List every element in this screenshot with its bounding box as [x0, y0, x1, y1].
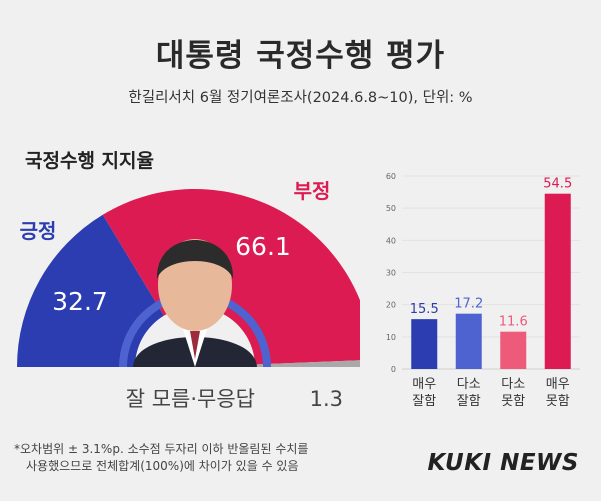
bar-category-label: 잘함 [412, 394, 436, 409]
gauge-slice-positive [17, 214, 164, 367]
gauge-label-positive: 긍정 [20, 219, 57, 243]
page-subtitle: 한길리서치 6월 정기여론조사(2024.6.8~10), 단위: % [128, 90, 473, 106]
gauge-chart-title: 국정수행 지지율 [25, 150, 154, 172]
gauge-label-neutral: 잘 모름·무응답 [126, 387, 255, 411]
bar-value-label: 17.2 [454, 297, 483, 312]
bar-category-label: 매우 [412, 377, 436, 392]
y-tick-label: 20 [386, 301, 396, 310]
bar-1 [455, 313, 482, 369]
bar-3 [544, 193, 571, 369]
footnote: *오차범위 ± 3.1%p. 소수점 두자리 이하 반올림된 수치를 사용했으므… [14, 441, 308, 475]
y-tick-label: 0 [391, 365, 396, 374]
bar-category-label: 잘함 [457, 394, 481, 409]
y-tick-label: 40 [386, 236, 396, 245]
bar-category-label: 다소 [501, 377, 525, 392]
bar-value-label: 54.5 [543, 177, 572, 192]
approval-gauge-chart: 32.7 66.1 긍정 부정잘 모름·무응답 1.3 [17, 179, 360, 411]
president-photo [133, 239, 257, 367]
hair-shape [156, 240, 234, 279]
bar-0 [411, 319, 438, 369]
y-tick-label: 30 [386, 269, 396, 278]
bar-category-label: 못함 [546, 394, 570, 409]
bar-value-label: 15.5 [410, 302, 439, 317]
y-tick-label: 50 [386, 204, 396, 213]
gauge-label-negative: 부정 [294, 179, 331, 203]
gauge-slice-neutral [254, 360, 360, 367]
y-tick-label: 10 [386, 333, 396, 342]
bar-category-label: 못함 [501, 394, 525, 409]
bar-value-label: 11.6 [499, 315, 528, 330]
footnote-line-2: 사용했으므로 전체합계(100%)에 차이가 있을 수 있음 [26, 459, 299, 473]
bar-category-label: 다소 [457, 377, 481, 392]
gauge-value-negative: 66.1 [235, 232, 291, 261]
footnote-line-1: *오차범위 ± 3.1%p. 소수점 두자리 이하 반올림된 수치를 [14, 442, 309, 456]
kuki-news-logo: KUKI NEWS [427, 450, 579, 476]
bar-category-label: 매우 [546, 377, 570, 392]
gauge-value-neutral: 1.3 [310, 387, 343, 411]
tie-shape [190, 331, 200, 359]
y-tick-label: 60 [386, 172, 396, 181]
page-title: 대통령 국정수행 평가 [155, 38, 446, 74]
bar-2 [500, 331, 527, 369]
gauge-value-positive: 32.7 [52, 287, 108, 316]
